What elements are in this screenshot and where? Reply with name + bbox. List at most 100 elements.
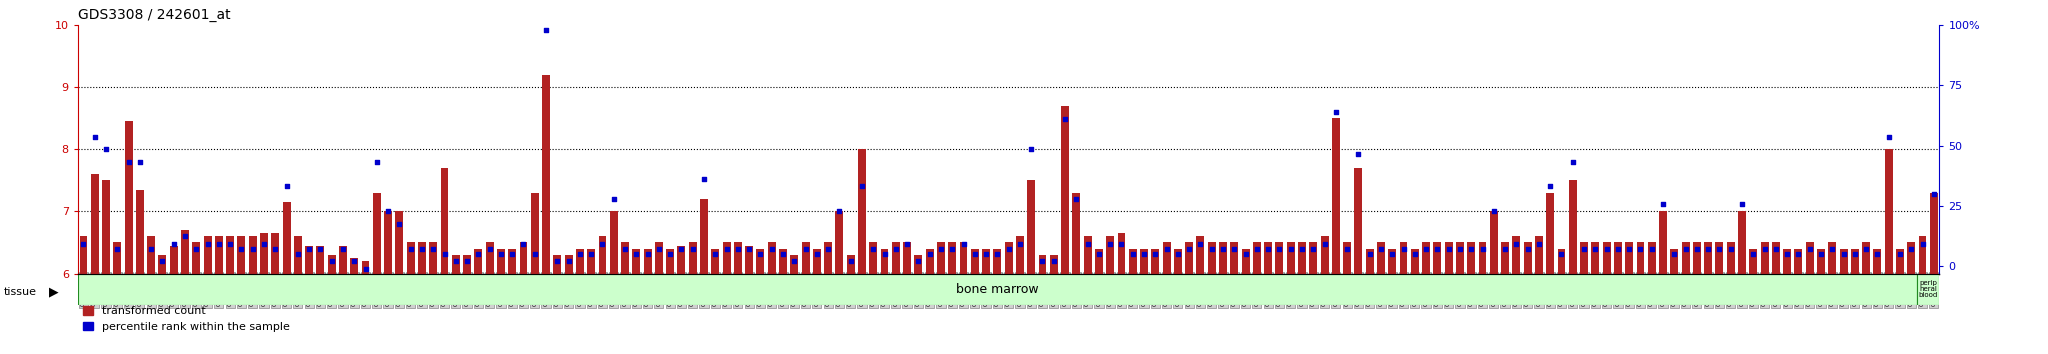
Point xyxy=(766,251,799,257)
Bar xyxy=(125,121,133,274)
Point xyxy=(1274,246,1307,251)
Bar xyxy=(530,193,539,274)
Point xyxy=(496,251,528,257)
Bar xyxy=(621,242,629,274)
Point xyxy=(541,258,573,264)
Point xyxy=(78,134,111,139)
Bar xyxy=(1264,242,1272,274)
Bar xyxy=(1286,242,1294,274)
Point xyxy=(553,258,586,264)
Bar xyxy=(193,242,201,274)
Point xyxy=(1038,258,1071,264)
Bar xyxy=(1354,168,1362,274)
Point xyxy=(360,159,393,165)
Bar xyxy=(971,249,979,274)
Point xyxy=(721,246,754,251)
Bar xyxy=(1862,242,1870,274)
Bar xyxy=(1761,242,1769,274)
Point xyxy=(530,27,563,33)
Point xyxy=(1704,246,1737,251)
Bar xyxy=(1028,180,1034,274)
Text: tissue: tissue xyxy=(4,287,37,297)
Point xyxy=(1128,251,1161,257)
Point xyxy=(666,246,698,251)
Bar xyxy=(903,242,911,274)
Bar xyxy=(430,242,436,274)
Point xyxy=(213,241,246,246)
Point xyxy=(1139,251,1171,257)
Point xyxy=(1319,109,1352,115)
Point xyxy=(68,241,100,246)
Point xyxy=(518,251,551,257)
Bar xyxy=(1186,242,1194,274)
Point xyxy=(123,159,156,165)
Bar xyxy=(1466,242,1475,274)
Point xyxy=(338,258,371,264)
Bar xyxy=(823,242,831,274)
Bar xyxy=(1581,242,1587,274)
Point xyxy=(1659,251,1692,257)
Bar xyxy=(248,236,256,274)
Bar xyxy=(1559,249,1565,274)
Point xyxy=(203,241,236,246)
Point xyxy=(1466,246,1499,251)
Bar xyxy=(1006,242,1012,274)
Bar xyxy=(158,255,166,274)
Bar xyxy=(791,255,799,274)
Point xyxy=(913,251,946,257)
Point xyxy=(756,246,788,251)
Point xyxy=(1794,246,1827,251)
Point xyxy=(1872,134,1905,139)
Bar xyxy=(1421,242,1430,274)
Point xyxy=(891,241,924,246)
Bar xyxy=(1489,211,1497,274)
Point xyxy=(1917,191,1950,197)
Bar xyxy=(1016,236,1024,274)
Point xyxy=(631,251,664,257)
Bar xyxy=(1389,249,1397,274)
Point xyxy=(1184,241,1217,246)
Bar xyxy=(700,199,709,274)
Bar xyxy=(1794,249,1802,274)
Bar xyxy=(846,255,854,274)
Bar xyxy=(1907,242,1915,274)
Bar xyxy=(305,246,313,274)
Bar xyxy=(1061,105,1069,274)
Bar xyxy=(553,255,561,274)
Point xyxy=(1331,246,1364,251)
Point xyxy=(801,251,834,257)
Bar xyxy=(1276,242,1284,274)
Bar xyxy=(1534,236,1542,274)
Bar xyxy=(475,249,483,274)
Bar xyxy=(1411,249,1419,274)
Point xyxy=(485,251,518,257)
Bar xyxy=(293,236,301,274)
Bar xyxy=(1331,118,1339,274)
Bar xyxy=(1501,242,1509,274)
Point xyxy=(428,251,461,257)
Point xyxy=(1421,246,1454,251)
Point xyxy=(575,251,608,257)
Bar xyxy=(1231,242,1239,274)
Bar xyxy=(350,258,358,274)
Point xyxy=(1647,201,1679,207)
Bar xyxy=(1343,242,1352,274)
Bar xyxy=(1739,211,1747,274)
Point xyxy=(1376,251,1409,257)
Point xyxy=(1862,251,1894,257)
Bar xyxy=(688,242,696,274)
Point xyxy=(1026,258,1059,264)
Point xyxy=(1286,246,1319,251)
Bar xyxy=(340,246,346,274)
Bar xyxy=(463,255,471,274)
Point xyxy=(924,246,956,251)
Bar xyxy=(993,249,1001,274)
Point xyxy=(1602,246,1634,251)
Point xyxy=(969,251,1001,257)
Point xyxy=(946,241,979,246)
Point xyxy=(1174,246,1206,251)
Point xyxy=(1049,116,1081,122)
Bar xyxy=(453,255,459,274)
Bar xyxy=(1241,249,1249,274)
Point xyxy=(1489,246,1522,251)
